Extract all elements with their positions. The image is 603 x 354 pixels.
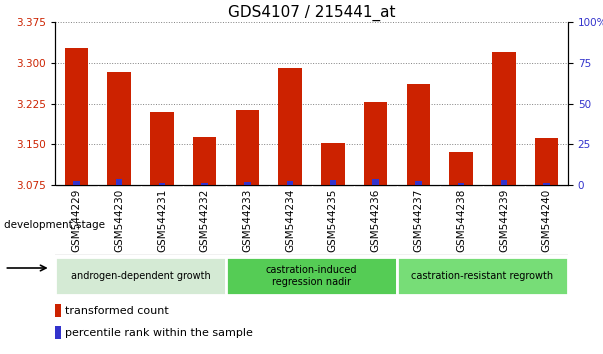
Bar — [193, 137, 216, 185]
Text: GSM544237: GSM544237 — [414, 188, 423, 252]
Bar — [330, 180, 336, 185]
Bar — [55, 304, 62, 317]
Bar — [321, 143, 345, 185]
Bar — [364, 102, 387, 185]
Bar — [150, 112, 174, 185]
Bar — [500, 180, 507, 185]
Bar — [492, 52, 516, 185]
Bar — [415, 181, 421, 185]
Text: GSM544236: GSM544236 — [371, 188, 380, 252]
Text: GSM544233: GSM544233 — [242, 188, 253, 252]
Bar — [543, 183, 550, 185]
Bar — [201, 183, 208, 185]
Text: GSM544240: GSM544240 — [541, 188, 552, 252]
Text: transformed count: transformed count — [65, 306, 169, 315]
Bar — [65, 48, 88, 185]
Bar — [535, 138, 558, 185]
Text: GSM544231: GSM544231 — [157, 188, 167, 252]
Text: percentile rank within the sample: percentile rank within the sample — [65, 327, 253, 338]
Bar — [55, 326, 62, 339]
Text: GSM544234: GSM544234 — [285, 188, 295, 252]
Bar — [287, 181, 294, 185]
Text: castration-induced
regression nadir: castration-induced regression nadir — [266, 265, 357, 287]
Bar — [449, 153, 473, 185]
Bar — [226, 257, 397, 295]
Bar — [116, 179, 122, 185]
Text: GSM544229: GSM544229 — [71, 188, 81, 252]
Text: castration-resistant regrowth: castration-resistant regrowth — [411, 271, 554, 281]
Bar — [458, 183, 464, 185]
Bar — [236, 110, 259, 185]
Bar — [279, 68, 302, 185]
Text: GSM544232: GSM544232 — [200, 188, 210, 252]
Title: GDS4107 / 215441_at: GDS4107 / 215441_at — [228, 5, 395, 21]
Bar — [397, 257, 568, 295]
Bar — [406, 85, 430, 185]
Text: development stage: development stage — [4, 220, 106, 230]
Bar — [244, 182, 251, 185]
Bar — [73, 181, 80, 185]
Bar — [107, 72, 131, 185]
Bar — [159, 183, 165, 185]
Text: GSM544238: GSM544238 — [456, 188, 466, 252]
Bar — [55, 257, 226, 295]
Text: androgen-dependent growth: androgen-dependent growth — [71, 271, 210, 281]
Bar — [372, 179, 379, 185]
Text: GSM544239: GSM544239 — [499, 188, 509, 252]
Text: GSM544235: GSM544235 — [328, 188, 338, 252]
Text: GSM544230: GSM544230 — [114, 188, 124, 252]
